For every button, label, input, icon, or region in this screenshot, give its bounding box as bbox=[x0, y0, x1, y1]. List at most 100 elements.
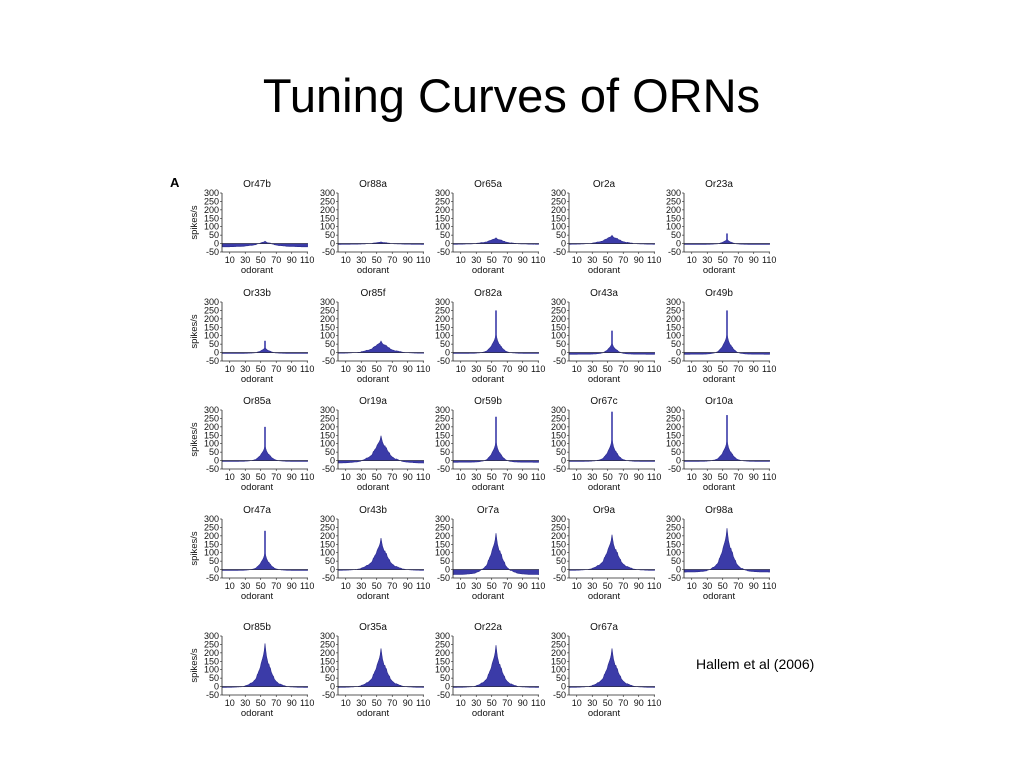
y-tick-label: 250 bbox=[435, 305, 450, 315]
x-axis-label: odorant bbox=[241, 482, 274, 493]
tuning-curve-area bbox=[453, 533, 539, 575]
x-axis-label: odorant bbox=[588, 374, 621, 385]
y-tick-label: 50 bbox=[325, 230, 335, 240]
x-tick-label: 110 bbox=[647, 255, 661, 265]
y-tick-label: 100 bbox=[204, 222, 219, 232]
y-tick-label: 150 bbox=[320, 430, 335, 440]
y-tick-label: 0 bbox=[330, 456, 335, 466]
y-tick-label: 300 bbox=[320, 405, 335, 415]
y-tick-label: 300 bbox=[666, 297, 681, 307]
y-tick-label: 0 bbox=[561, 456, 566, 466]
y-tick-label: 50 bbox=[325, 556, 335, 566]
y-tick-label: 200 bbox=[551, 205, 566, 215]
y-tick-label: 300 bbox=[435, 405, 450, 415]
slide-title: Tuning Curves of ORNs bbox=[262, 69, 761, 122]
y-tick-label: 250 bbox=[551, 413, 566, 423]
x-tick-label: 90 bbox=[287, 472, 297, 482]
y-tick-label: 200 bbox=[666, 314, 681, 324]
panel-title: Or47b bbox=[243, 179, 271, 190]
y-tick-label: 0 bbox=[561, 348, 566, 358]
y-tick-label: 300 bbox=[666, 188, 681, 198]
y-tick-label: 200 bbox=[320, 205, 335, 215]
x-tick-label: 10 bbox=[572, 364, 582, 374]
y-tick-label: 300 bbox=[320, 188, 335, 198]
y-tick-label: 100 bbox=[320, 439, 335, 449]
y-tick-label: 0 bbox=[330, 565, 335, 575]
y-tick-label: 300 bbox=[435, 297, 450, 307]
x-tick-label: 70 bbox=[387, 255, 397, 265]
y-tick-label: 0 bbox=[676, 348, 681, 358]
x-tick-label: 30 bbox=[471, 472, 481, 482]
y-tick-label: 250 bbox=[320, 522, 335, 532]
x-axis-label: odorant bbox=[357, 265, 390, 276]
y-tick-label: 0 bbox=[214, 565, 219, 575]
x-tick-label: 110 bbox=[762, 364, 776, 374]
x-tick-label: 50 bbox=[603, 364, 613, 374]
x-tick-label: 30 bbox=[702, 364, 712, 374]
y-tick-label: 100 bbox=[320, 548, 335, 558]
x-tick-label: 30 bbox=[356, 698, 366, 708]
y-tick-label: -50 bbox=[553, 573, 566, 583]
y-tick-label: 200 bbox=[204, 205, 219, 215]
y-tick-label: 250 bbox=[320, 305, 335, 315]
y-tick-label: -50 bbox=[553, 690, 566, 700]
x-tick-label: 110 bbox=[531, 581, 545, 591]
y-tick-label: 250 bbox=[551, 639, 566, 649]
x-tick-label: 70 bbox=[618, 581, 628, 591]
x-tick-label: 50 bbox=[256, 472, 266, 482]
y-tick-label: 200 bbox=[320, 314, 335, 324]
x-axis-label: odorant bbox=[472, 265, 505, 276]
x-axis-label: odorant bbox=[588, 482, 621, 493]
y-tick-label: 0 bbox=[214, 239, 219, 249]
y-tick-label: 0 bbox=[214, 348, 219, 358]
y-tick-label: 50 bbox=[209, 230, 219, 240]
y-axis-label: spikes/s bbox=[189, 422, 200, 457]
x-tick-label: 30 bbox=[240, 364, 250, 374]
x-tick-label: 110 bbox=[416, 581, 430, 591]
y-tick-label: 200 bbox=[204, 314, 219, 324]
y-tick-label: 200 bbox=[320, 531, 335, 541]
x-tick-label: 10 bbox=[572, 472, 582, 482]
x-tick-label: 30 bbox=[240, 255, 250, 265]
panel-title: Or7a bbox=[477, 505, 500, 516]
x-tick-label: 70 bbox=[618, 698, 628, 708]
x-axis-label: odorant bbox=[241, 708, 274, 719]
panel-title: Or49b bbox=[705, 288, 733, 299]
x-tick-label: 30 bbox=[702, 581, 712, 591]
y-tick-label: 100 bbox=[320, 665, 335, 675]
y-tick-label: 150 bbox=[204, 656, 219, 666]
y-tick-label: 150 bbox=[435, 539, 450, 549]
y-tick-label: 50 bbox=[556, 556, 566, 566]
x-tick-label: 30 bbox=[471, 255, 481, 265]
y-tick-label: 100 bbox=[435, 439, 450, 449]
y-tick-label: 0 bbox=[445, 348, 450, 358]
x-tick-label: 90 bbox=[749, 472, 759, 482]
y-tick-label: 200 bbox=[435, 422, 450, 432]
y-tick-label: 200 bbox=[666, 531, 681, 541]
y-tick-label: 0 bbox=[445, 239, 450, 249]
y-tick-label: -50 bbox=[437, 356, 450, 366]
y-tick-label: 0 bbox=[330, 682, 335, 692]
y-tick-label: -50 bbox=[437, 247, 450, 257]
y-tick-label: 0 bbox=[214, 682, 219, 692]
y-tick-label: 50 bbox=[556, 673, 566, 683]
x-tick-label: 70 bbox=[387, 581, 397, 591]
x-tick-label: 10 bbox=[456, 698, 466, 708]
y-tick-label: 50 bbox=[440, 556, 450, 566]
tuning-curve-area bbox=[338, 241, 424, 245]
x-axis-label: odorant bbox=[357, 591, 390, 602]
x-tick-label: 50 bbox=[372, 698, 382, 708]
y-tick-label: -50 bbox=[322, 573, 335, 583]
y-axis-label: spikes/s bbox=[189, 314, 200, 349]
y-tick-label: -50 bbox=[668, 464, 681, 474]
y-tick-label: -50 bbox=[553, 247, 566, 257]
y-axis-label: spikes/s bbox=[189, 648, 200, 683]
y-tick-label: -50 bbox=[553, 356, 566, 366]
x-tick-label: 110 bbox=[300, 255, 314, 265]
